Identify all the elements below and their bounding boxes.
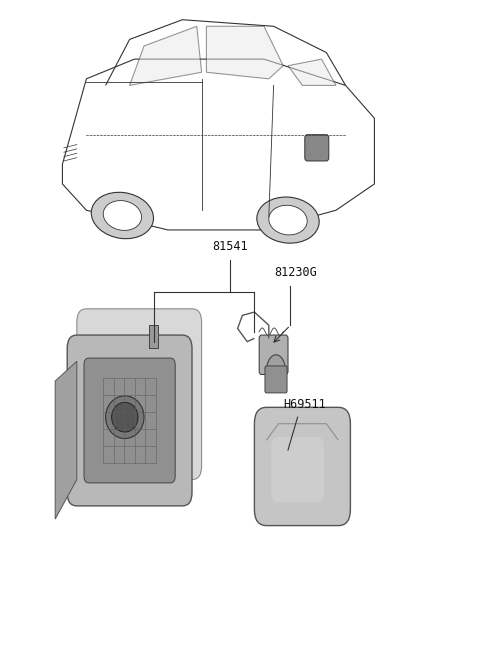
PathPatch shape	[130, 26, 202, 85]
FancyBboxPatch shape	[67, 335, 192, 506]
PathPatch shape	[288, 59, 336, 85]
FancyBboxPatch shape	[259, 335, 288, 374]
Ellipse shape	[111, 402, 138, 432]
FancyBboxPatch shape	[271, 437, 324, 503]
Text: 81230G: 81230G	[274, 266, 317, 279]
FancyBboxPatch shape	[77, 309, 202, 480]
PathPatch shape	[149, 325, 158, 348]
Ellipse shape	[269, 205, 307, 235]
Ellipse shape	[103, 200, 142, 231]
Ellipse shape	[257, 197, 319, 243]
PathPatch shape	[206, 26, 283, 79]
Text: 81541: 81541	[213, 240, 248, 253]
FancyBboxPatch shape	[305, 135, 329, 161]
FancyBboxPatch shape	[254, 407, 350, 526]
Ellipse shape	[91, 193, 154, 238]
FancyBboxPatch shape	[265, 366, 287, 393]
FancyBboxPatch shape	[84, 358, 175, 483]
Ellipse shape	[266, 355, 286, 388]
Text: H69511: H69511	[283, 397, 326, 411]
PathPatch shape	[55, 361, 77, 519]
Ellipse shape	[106, 396, 144, 439]
